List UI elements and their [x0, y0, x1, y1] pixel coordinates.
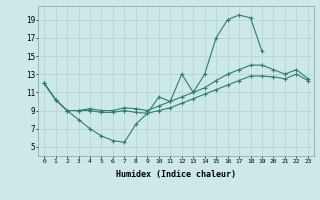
X-axis label: Humidex (Indice chaleur): Humidex (Indice chaleur): [116, 170, 236, 179]
